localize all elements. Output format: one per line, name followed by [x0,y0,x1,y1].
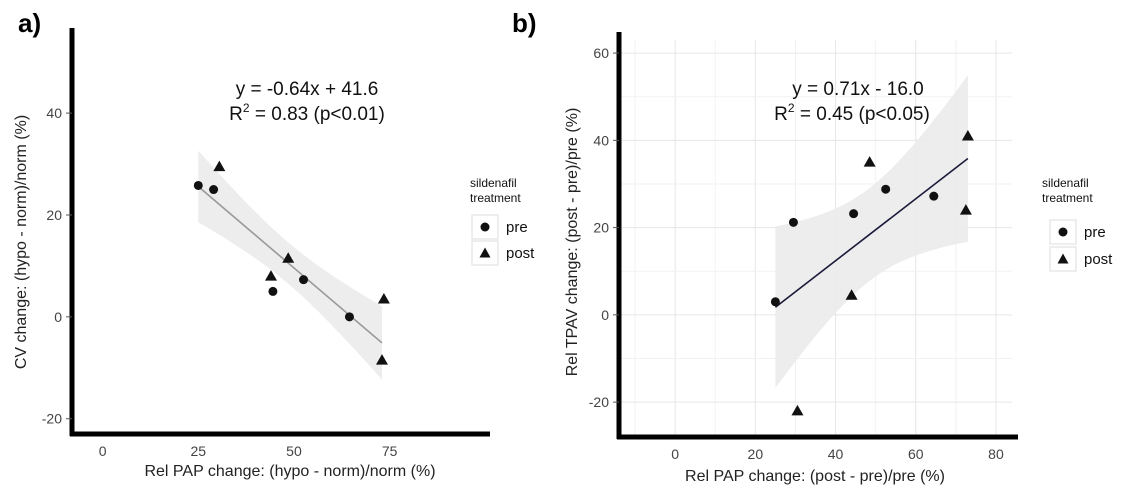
panel-a-regression-equation: y = -0.64x + 41.6 [236,79,379,100]
panel-a-point-post [265,270,277,281]
panel-a-x-tick-label: 50 [286,443,302,459]
panel-a-point-pre [268,286,278,296]
panel-b-legend-label-post: post [1084,251,1113,268]
panel-b: b) 0 20 40 60 80 -20 0 20 40 60 Rel PAP change: (… [512,8,1113,485]
panel-b-point-pre [770,297,780,307]
panel-b-point-pre [881,184,891,194]
panel-a-plot-area [69,28,490,437]
panel-a-legend-circle-marker [480,222,490,232]
panel-a-y-tick-label: -20 [42,411,62,427]
panel-a-legend-triangle-marker [479,247,491,258]
panel-a-point-post [282,252,295,263]
panel-b-x-tick-label: 60 [908,446,924,462]
panel-a-point-pre [193,180,203,190]
panel-b-y-tick-label: 40 [593,132,609,148]
panel-b-y-tick-label: 20 [593,220,609,236]
panel-b-x-tick-label: 20 [748,446,764,462]
panel-b-r2-prefix: R [774,104,788,125]
panel-b-ticks: 0 20 40 60 80 -20 0 20 40 60 [589,45,1004,462]
panel-a-r2-prefix: R [229,104,243,125]
panel-b-x-tick-label: 0 [671,446,679,462]
panel-a-y-axis-title: CV change: (hypo - norm)/norm (%) [13,115,30,369]
panel-a-point-post [213,160,226,172]
panel-a: a) 0 25 50 75 -20 0 20 40 Rel PAP change: (hypo… [13,8,535,480]
panel-a-legend-key-pre [471,214,499,240]
panel-b-legend-triangle-marker [1057,253,1069,264]
panel-b-y-tick-label: 0 [601,307,609,323]
panel-b-point-post [961,129,974,141]
panel-a-r2-superscript: 2 [243,101,250,115]
panel-a-point-pre [299,275,309,285]
panel-b-point-pre [849,209,859,219]
panel-a-regression-line [197,185,383,344]
panel-a-x-axis-title: Rel PAP change: (hypo - norm)/norm (%) [144,463,435,480]
panel-b-r2-superscript: 2 [788,101,795,115]
panel-a-legend: sildenafil treatment pre post [470,176,535,266]
panel-a-label: a) [18,8,41,38]
panel-a-legend-title-line1: sildenafil [470,176,517,190]
panel-a-point-post [377,293,390,304]
panel-a-legend-label-post: post [506,245,535,262]
panel-a-x-tick-label: 75 [382,443,398,459]
panel-b-point-pre [788,217,798,227]
panel-b-point-pre [929,191,939,201]
panel-b-legend-title-line2: treatment [1042,191,1093,205]
panel-b-legend-key-post [1049,246,1077,272]
panel-b-point-post [845,289,858,300]
panel-b-y-tick-label: 60 [593,45,609,61]
panel-b-r-squared: R2 = 0.45 (p<0.05) [774,101,930,125]
panel-a-y-tick-label: 20 [46,207,62,223]
panel-b-point-post [959,204,972,215]
panel-a-r2-suffix: = 0.83 (p<0.01) [250,104,385,125]
panel-b-point-post [863,156,876,167]
panel-b-legend-circle-marker [1058,227,1068,237]
panel-b-point-post [791,404,804,416]
panel-a-legend-key-post [471,240,499,266]
panel-a-legend-title-line2: treatment [470,191,521,205]
panel-b-legend-key-pre [1049,219,1077,245]
panel-a-x-tick-label: 25 [190,443,206,459]
panel-b-plot-area [616,32,1018,440]
panel-a-point-post [375,354,388,365]
panel-a-legend-label-pre: pre [506,219,528,236]
panel-a-r-squared: R2 = 0.83 (p<0.01) [229,101,385,125]
panel-b-x-tick-label: 80 [988,446,1004,462]
panel-a-y-tick-label: 40 [46,105,62,121]
panel-a-point-pre [209,185,219,195]
panel-b-x-tick-label: 40 [828,446,844,462]
panel-b-legend-label-pre: pre [1084,224,1106,241]
panel-b-legend: sildenafil treatment pre post [1042,176,1113,272]
panel-a-point-pre [344,312,354,322]
panel-b-regression-line [774,157,969,308]
panel-a-x-tick-label: 0 [99,443,107,459]
panel-b-x-axis-title: Rel PAP change: (post - pre)/pre (%) [685,468,945,485]
panel-b-r2-suffix: = 0.45 (p<0.05) [795,104,930,125]
panel-b-y-axis-title: Rel TPAV change: (post - pre)/pre (%) [564,108,581,377]
panel-b-label: b) [512,8,537,38]
panel-b-legend-title-line1: sildenafil [1042,176,1089,190]
panel-a-ticks: 0 25 50 75 -20 0 20 40 [42,105,398,459]
panel-a-y-tick-label: 0 [54,309,62,325]
panel-b-confidence-band [775,75,968,388]
panel-b-regression-equation: y = 0.71x - 16.0 [792,79,924,100]
panel-b-y-tick-label: -20 [589,394,609,410]
